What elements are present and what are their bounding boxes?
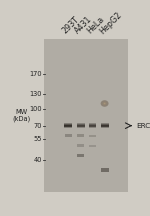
Bar xyxy=(89,123,96,124)
Text: ERCC2: ERCC2 xyxy=(136,123,150,129)
Bar xyxy=(77,127,84,128)
Bar xyxy=(77,123,84,124)
Ellipse shape xyxy=(104,103,105,104)
Bar xyxy=(101,123,109,124)
Bar xyxy=(89,125,96,126)
Bar xyxy=(64,124,72,125)
Bar xyxy=(77,144,84,147)
Text: 40: 40 xyxy=(33,157,42,163)
Bar xyxy=(77,154,84,157)
Bar xyxy=(101,168,109,172)
Text: 100: 100 xyxy=(29,106,42,112)
Bar xyxy=(89,127,96,128)
Text: 70: 70 xyxy=(33,123,42,129)
Bar xyxy=(64,123,72,124)
Bar xyxy=(64,127,72,128)
Text: HepG2: HepG2 xyxy=(98,10,123,36)
Ellipse shape xyxy=(103,102,107,105)
Bar xyxy=(77,126,84,127)
Bar xyxy=(101,126,109,127)
Bar xyxy=(101,127,109,128)
Text: 293T: 293T xyxy=(61,15,81,36)
Text: 170: 170 xyxy=(29,71,42,77)
Ellipse shape xyxy=(101,100,109,107)
Text: MW
(kDa): MW (kDa) xyxy=(12,109,30,122)
Text: A431: A431 xyxy=(73,15,94,36)
Bar xyxy=(89,135,96,137)
Bar xyxy=(77,125,84,126)
Text: 130: 130 xyxy=(30,91,42,97)
Bar xyxy=(89,124,96,125)
Bar xyxy=(44,39,128,192)
Bar xyxy=(65,134,72,137)
Bar xyxy=(64,126,72,127)
Bar xyxy=(77,124,84,125)
Bar xyxy=(89,145,96,147)
Bar xyxy=(64,125,72,126)
Bar xyxy=(101,125,109,126)
Bar xyxy=(77,135,84,137)
Text: 55: 55 xyxy=(33,137,42,142)
Bar xyxy=(89,126,96,127)
Bar xyxy=(101,124,109,125)
Text: HeLa: HeLa xyxy=(85,15,106,36)
